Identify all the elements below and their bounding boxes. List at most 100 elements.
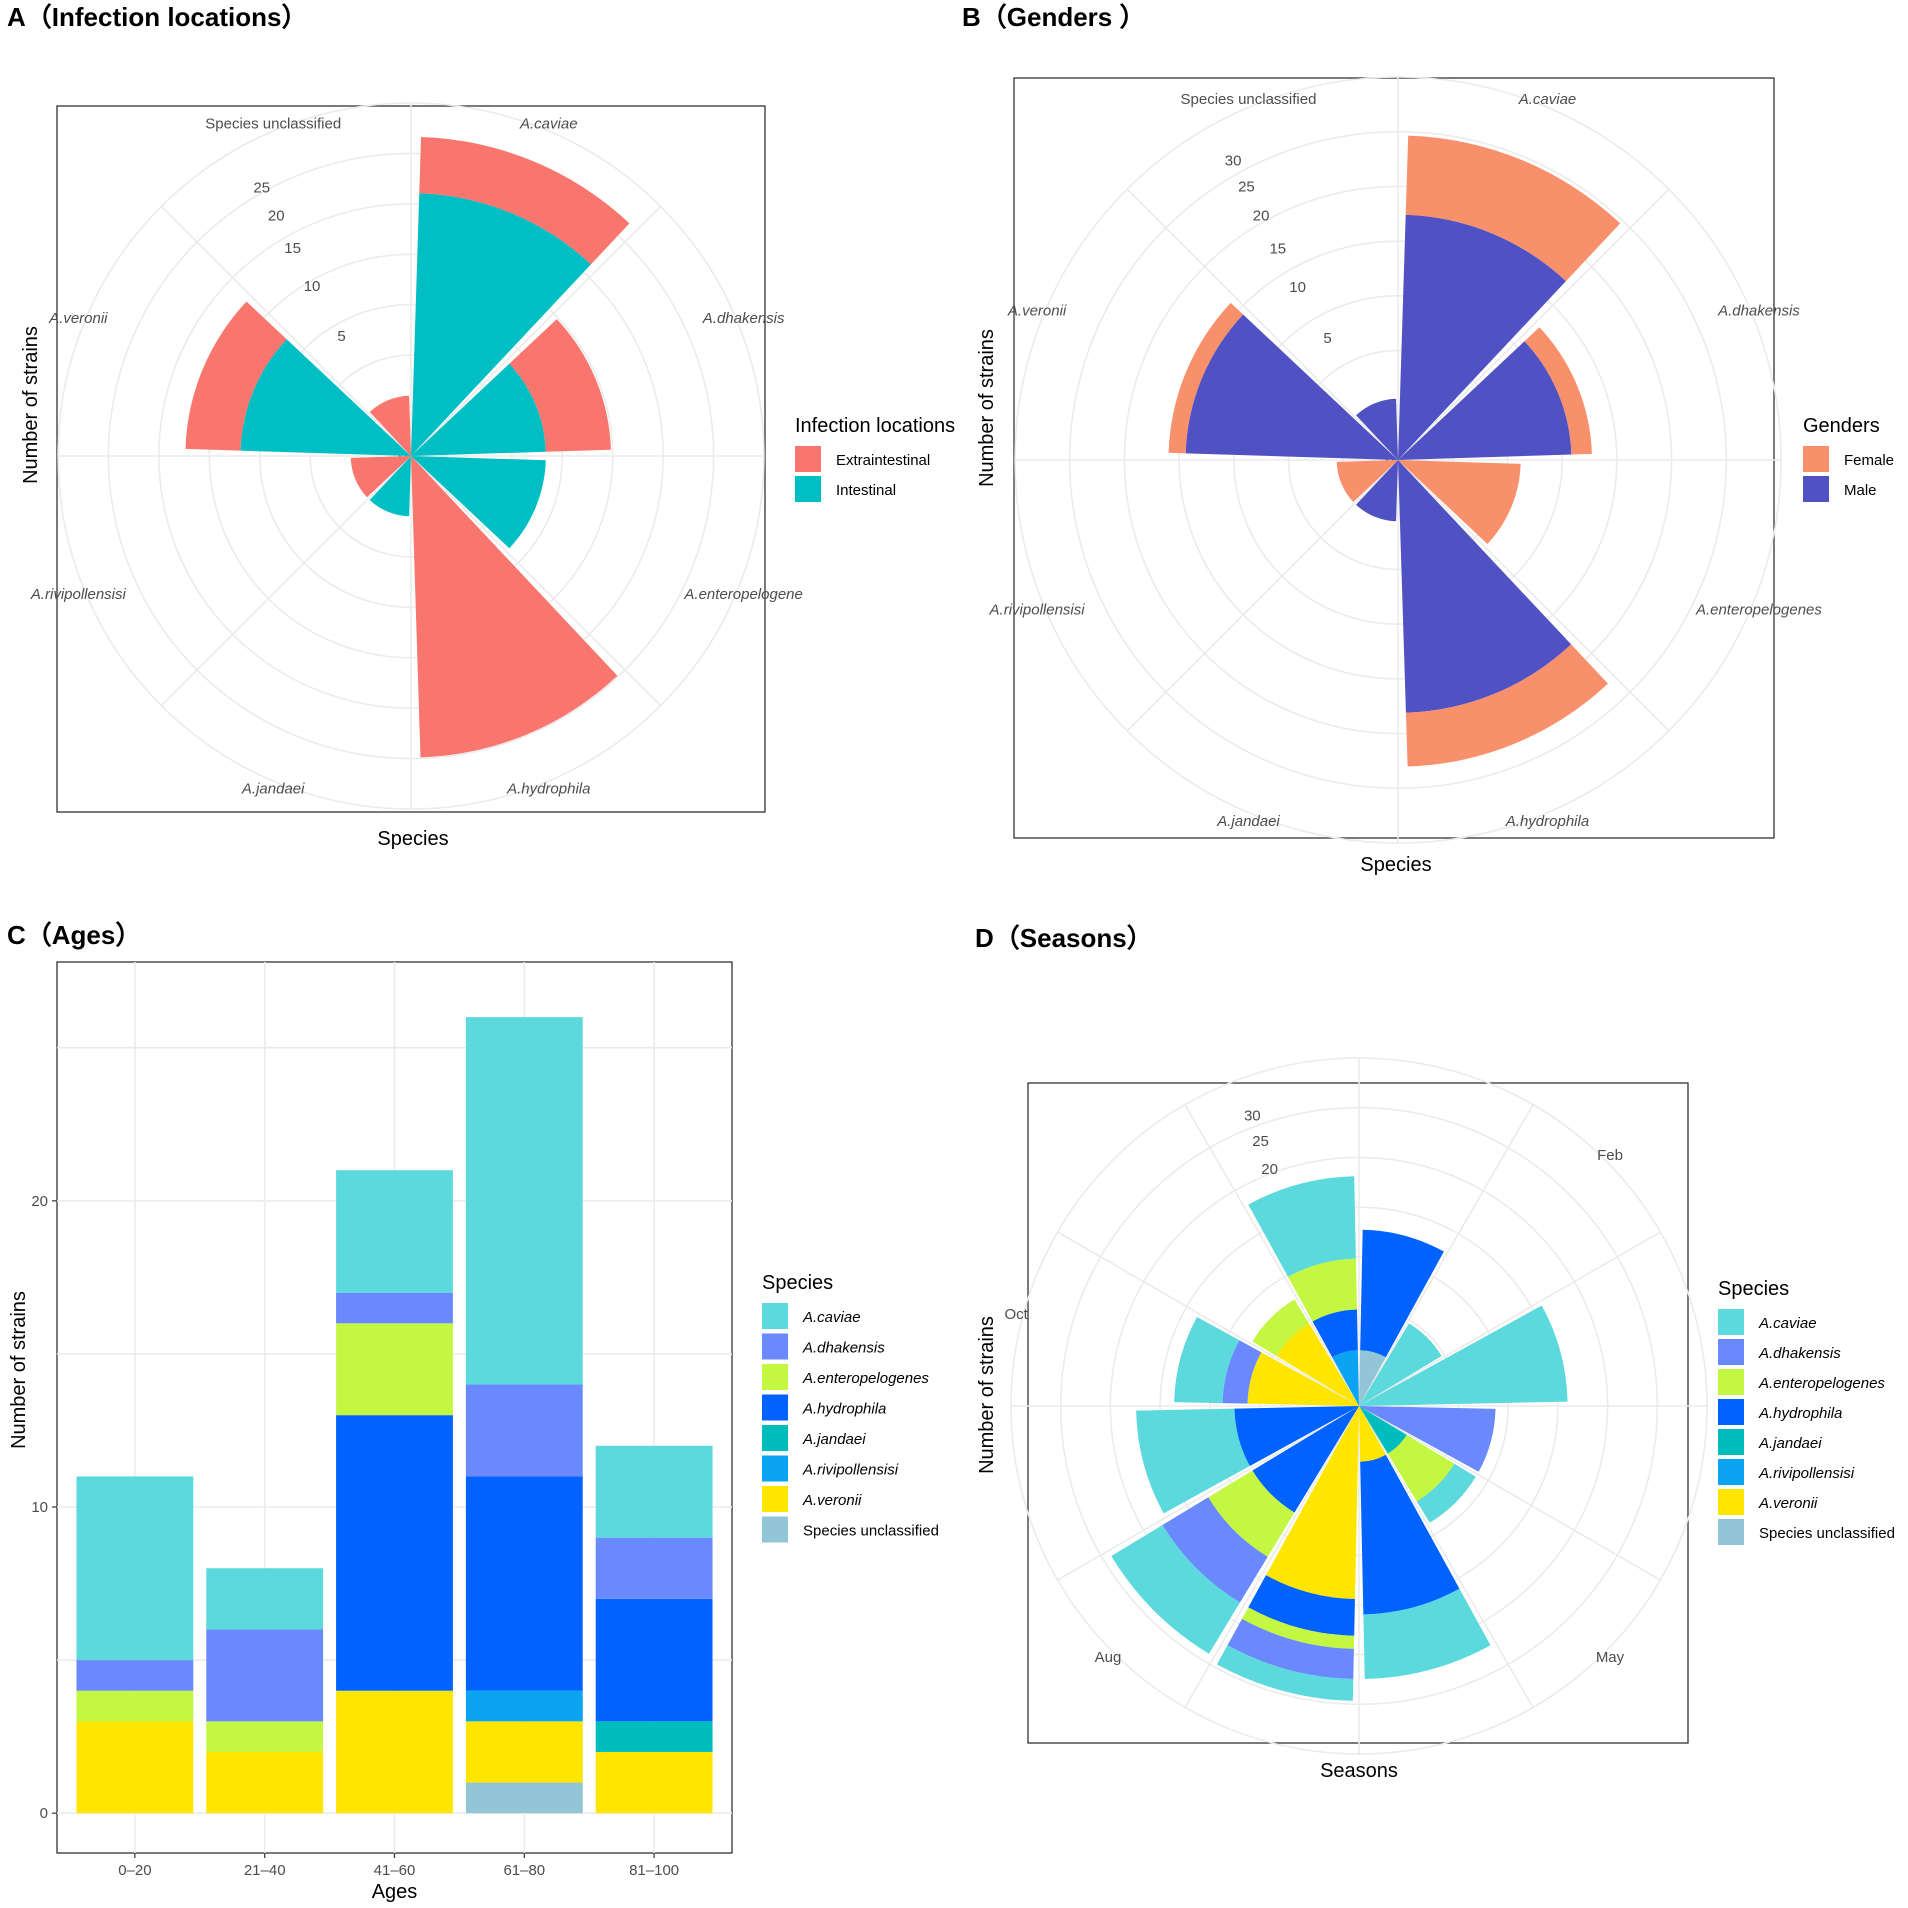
category-label: A.jandaei [1216,813,1280,830]
wedge-may-a-enteropelogenes [1387,1434,1455,1502]
wedge-a-rivipollensisi-extraintestinal [350,456,411,498]
radial-tick-label: 15 [284,240,301,257]
legend-swatch-a-jandaei [762,1425,788,1451]
bar-41-60-a-hydrophila [336,1415,453,1691]
bar-81-100-a-caviae [595,1445,713,1538]
wedge-a-veronii-extraintestinal [185,301,287,451]
legend: Species A.caviae A.dhakensis A.enteropeloge… [762,1272,939,1543]
grid-spoke [1126,188,1399,461]
legend-label: Extraintestinal [836,452,930,469]
wedge-dec-a-hydrophila [1312,1309,1358,1358]
legend-label: Female [1844,452,1894,469]
legend-title: Species [762,1272,833,1294]
legend-swatch-male [1803,476,1829,502]
wedge-a-dhakensis-male [1398,341,1572,460]
grid-spoke [1397,188,1670,461]
y-axis-title: Number of strains [8,1291,30,1449]
y-axis-title: Number of strains [976,1316,998,1474]
legend: Species A.caviae A.dhakensis A.enteropeloge… [1718,1278,1895,1545]
legend-swatch-a-caviae [762,1303,788,1329]
wedge-a-rivipollensisi-female [1336,460,1398,502]
y-tick-label: 0 [40,1805,48,1822]
legend-title: Infection locations [795,415,955,437]
category-label: A.enteropelogene [683,586,802,603]
wedge-a-enteropelogenes-intestinal [411,456,546,549]
x-tick-label: 41–60 [374,1862,416,1879]
bar-61-80-a-hydrophila [465,1476,583,1691]
wedge-dec-a-enteropelogenes [1287,1258,1357,1322]
wedge-oct-a-caviae [1174,1316,1240,1404]
wedge-sep-a-caviae [1136,1408,1250,1514]
panel-c: C（Ages） 0 10 20 0–20 21–40 41–60 61–80 81–100 Age… [7,920,939,1903]
wedge-jan-species-unclassified [1359,1350,1386,1406]
legend-swatch-extraintestinal [795,446,821,472]
radial-tick-label: 25 [253,179,270,196]
bar-41-60-a-veronii [336,1690,453,1814]
category-label: May [1596,1649,1625,1666]
legend-title: Species [1718,1278,1789,1300]
bar-81-100-a-jandaei [595,1721,713,1752]
bar-41-60-a-caviae [336,1170,453,1293]
legend: Infection locations Extraintestinal Intest… [795,415,955,502]
legend-label: A.jandaei [802,1431,866,1448]
panel-title: C（Ages） [7,920,141,950]
x-tick-label: 0–20 [118,1862,151,1879]
legend-label: A.jandaei [1758,1435,1822,1452]
wedge-jul-a-caviae [1216,1645,1354,1701]
wedge-jun-a-hydrophila [1360,1454,1460,1615]
x-axis-title: Species [377,828,448,850]
category-label: A.hydrophila [506,781,590,798]
legend-swatch-species-unclassified [762,1516,788,1543]
wedge-a-dhakensis-extraintestinal [509,319,611,452]
legend-label: Intestinal [836,482,896,499]
wedge-dec-a-caviae [1248,1176,1356,1277]
y-tick-label: 20 [31,1193,48,1210]
legend-label: A.rivipollensisi [1758,1465,1855,1482]
category-label: A.caviae [1518,91,1577,108]
wedge-jul-a-dhakensis [1227,1618,1354,1679]
category-label: A.jandaei [241,781,305,798]
legend-label: A.caviae [1758,1315,1817,1332]
legend-swatch-a-dhakensis [762,1333,788,1360]
bar-21-40-a-dhakensis [206,1629,324,1722]
category-label: A.veronii [1007,303,1067,320]
wedge-nov-a-veronii [1276,1323,1359,1406]
radial-tick-label: 20 [1261,1161,1278,1178]
radial-tick-label: 30 [1225,153,1242,170]
category-label: A.rivipollensisi [989,601,1086,618]
wedge-a-veronii-female [1168,302,1244,454]
wedge-sep-a-hydrophila [1234,1406,1359,1467]
wedge-aug-a-dhakensis [1162,1497,1268,1603]
panel-title: B（Genders ） [962,2,1146,32]
x-tick-label: 61–80 [503,1862,545,1879]
bar-21-40-a-caviae [206,1568,324,1630]
radial-tick-label: 20 [1253,208,1270,225]
wedge-jan-a-hydrophila [1360,1229,1444,1358]
radial-tick-label: 15 [1269,240,1286,257]
grid-spoke [1057,1231,1360,1407]
category-label: A.veronii [48,310,108,327]
radial-tick-label: 20 [268,208,285,225]
bar-0-20-a-caviae [76,1476,194,1661]
grid-spoke [1358,1104,1534,1407]
legend-swatch-species-unclassified [1718,1519,1744,1545]
wedge-aug-a-caviae [1111,1525,1240,1654]
bar-81-100-a-veronii [595,1751,713,1814]
grid-spoke [410,205,662,457]
wedge-a-dhakensis-female [1524,327,1592,455]
bar-0-20-a-dhakensis [76,1660,194,1691]
wedge-aug-a-hydrophila [1252,1406,1359,1513]
panel-border [1027,1082,1689,1744]
legend-swatch-a-dhakensis [1718,1339,1744,1365]
radial-tick-label: 25 [1252,1133,1269,1150]
bar-61-80-species-unclassified [465,1782,583,1814]
wedge-a-caviae-intestinal [411,193,591,456]
legend-label: Species unclassified [803,1523,939,1540]
category-label: Oct [1004,1306,1028,1323]
legend-label: Male [1844,482,1877,499]
x-axis-title: Seasons [1320,1760,1398,1782]
legend-swatch-a-veronii [1718,1489,1744,1515]
legend-label: A.veronii [1758,1495,1818,1512]
wedge-oct-a-veronii [1247,1352,1359,1406]
